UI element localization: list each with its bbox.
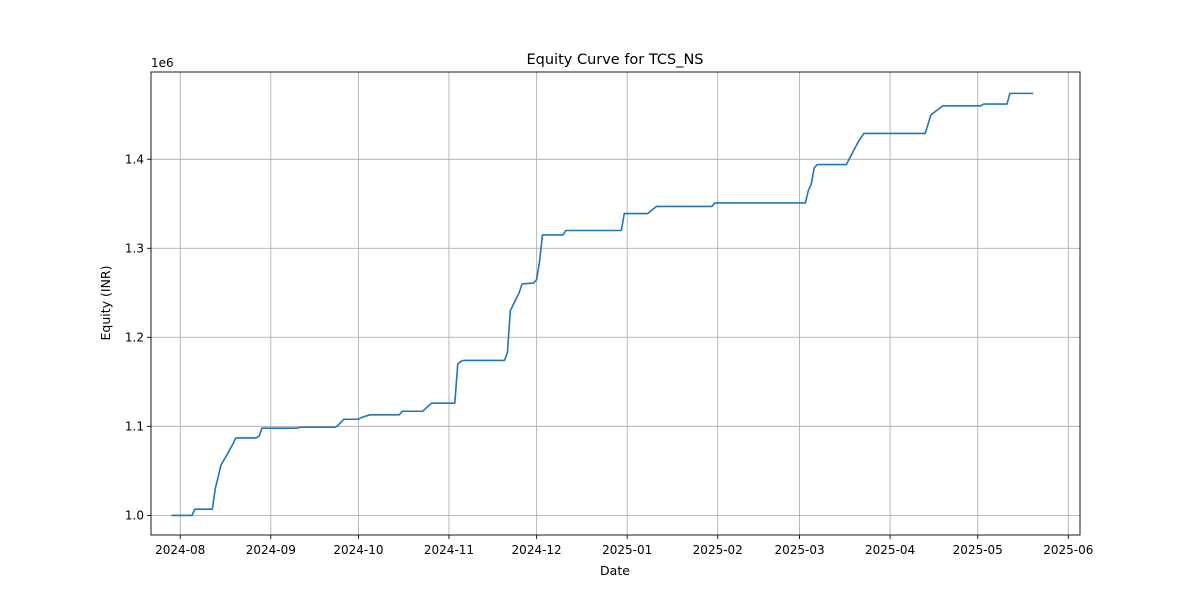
- series-layer: [171, 92, 1034, 517]
- chart-title: Equity Curve for TCS_NS: [526, 52, 703, 68]
- plot-frame: [150, 71, 1081, 536]
- x-tick-label: 2025-02: [693, 543, 743, 557]
- x-tick-label: 2024-08: [155, 543, 205, 557]
- x-tick-label: 2024-09: [246, 543, 296, 557]
- y-offset-label: 1e6: [151, 56, 174, 70]
- equity-line: [171, 92, 1034, 517]
- y-tick-label: 1.4: [125, 152, 144, 166]
- y-tick-label: 1.1: [125, 419, 144, 433]
- x-tick-label: 2025-04: [865, 543, 915, 557]
- x-tick-label: 2025-05: [953, 543, 1003, 557]
- x-tick-label: 2025-06: [1043, 543, 1093, 557]
- x-axis-label: Date: [600, 563, 630, 578]
- y-axis-ticks: 1.0 1.1 1.2 1.3 1.4: [125, 152, 151, 522]
- x-tick-label: 2024-10: [333, 543, 383, 557]
- x-tick-label: 2024-11: [424, 543, 474, 557]
- x-tick-label: 2025-01: [602, 543, 652, 557]
- x-tick-label: 2025-03: [774, 543, 824, 557]
- y-axis-label: Equity (INR): [98, 266, 113, 341]
- y-tick-label: 1.2: [125, 330, 144, 344]
- grid: [151, 72, 1080, 535]
- y-tick-label: 1.0: [125, 508, 144, 522]
- x-tick-label: 2024-12: [512, 543, 562, 557]
- y-tick-label: 1.3: [125, 241, 144, 255]
- x-axis-ticks: 2024-08 2024-09 2024-10 2024-11 2024-12 2025-…: [155, 535, 1093, 557]
